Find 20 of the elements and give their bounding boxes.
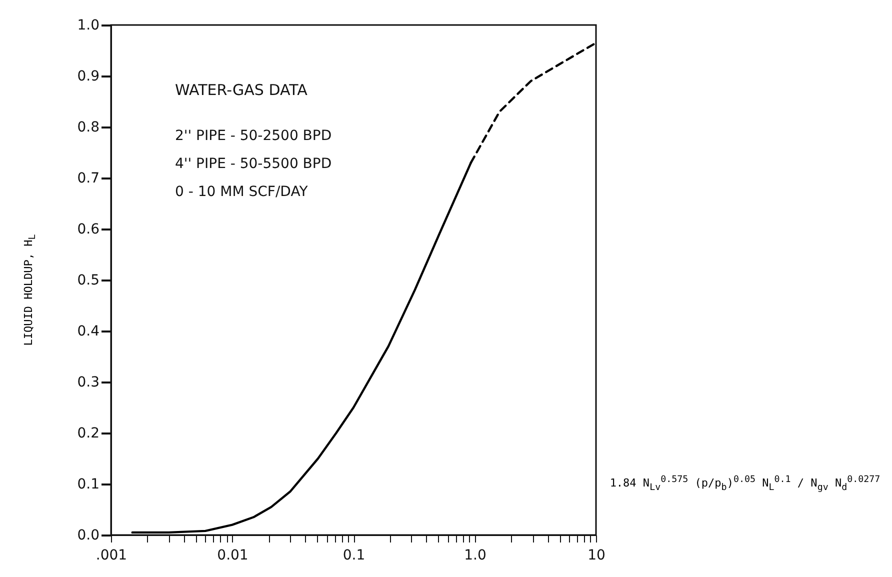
annotation: 2'' PIPE - 50-2500 BPD xyxy=(175,128,332,144)
x-tick-label: 10 xyxy=(588,548,606,564)
x-tick-label: 1.0 xyxy=(464,548,486,564)
y-tick-label: 0.5 xyxy=(77,272,100,288)
x-tick-label: 0.1 xyxy=(342,548,366,564)
y-tick-label: 0.3 xyxy=(77,374,100,390)
y-tick-label: 0.8 xyxy=(77,120,100,136)
y-tick-label: 0.2 xyxy=(77,426,100,442)
y-tick-label: 0.9 xyxy=(77,68,100,84)
annotation: 4'' PIPE - 50-5500 BPD xyxy=(175,156,332,172)
x-tick-label: .001 xyxy=(96,548,128,564)
y-tick-label: 0.6 xyxy=(77,222,100,238)
annotation: 0 - 10 MM SCF/DAY xyxy=(175,184,308,200)
y-tick-label: 0.0 xyxy=(77,528,100,544)
y-tick-label: 0.4 xyxy=(77,324,100,340)
y-tick-label: 0.1 xyxy=(77,476,100,492)
y-tick-label: 0.7 xyxy=(77,170,100,186)
annotation: WATER-GAS DATA xyxy=(175,81,308,99)
y-tick-label: 1.0 xyxy=(77,18,100,34)
x-tick-label: 0.01 xyxy=(217,548,248,564)
